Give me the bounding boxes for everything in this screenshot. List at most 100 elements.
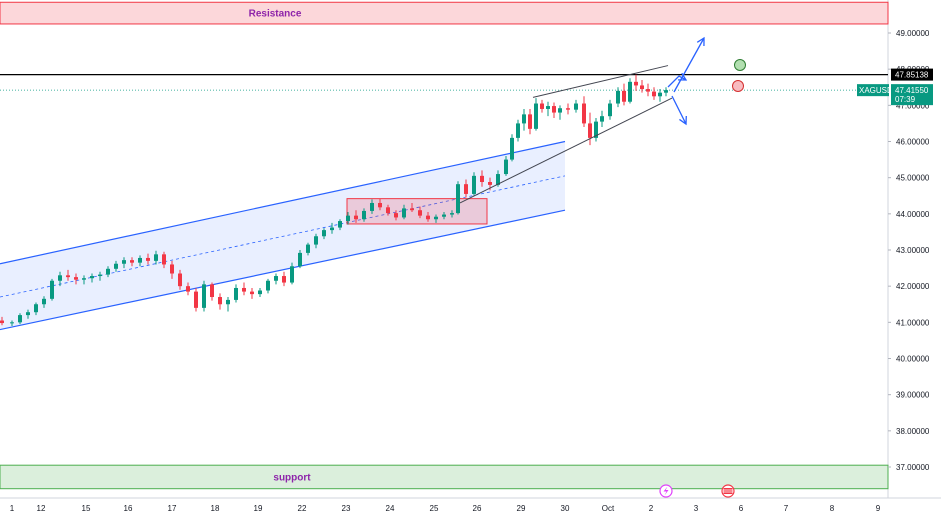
candle-body: [394, 213, 398, 218]
candle-body: [306, 244, 310, 253]
y-tick-label: 42.00000: [896, 282, 930, 291]
breakout-arrow-up[interactable]: [673, 36, 705, 93]
candle-body: [378, 202, 382, 208]
x-tick-label: 6: [739, 504, 744, 513]
x-tick-label: 18: [211, 504, 220, 513]
channel-upper-line[interactable]: [0, 140, 566, 265]
y-tick-label: 39.00000: [896, 391, 930, 400]
x-tick-label: 30: [561, 504, 570, 513]
candle-body: [146, 257, 150, 261]
breakout-arrow-up-path: [673, 37, 705, 93]
candle-body: [314, 236, 318, 245]
resistance-zone[interactable]: [0, 1, 889, 25]
candle-body: [50, 280, 54, 299]
current-price-badge[interactable]: [891, 84, 933, 106]
candle-body: [322, 230, 326, 237]
event-flag-icon[interactable]: [721, 484, 735, 498]
x-tick-label: 19: [254, 504, 263, 513]
candle-body: [516, 123, 520, 138]
x-tick-label: 16: [124, 504, 133, 513]
candle-body: [386, 207, 390, 214]
level-price-label: 47.85138: [895, 71, 929, 80]
x-tick-label: 25: [430, 504, 439, 513]
channel-lower-line[interactable]: [0, 209, 566, 331]
candle-body: [226, 299, 230, 305]
candle-body: [426, 215, 430, 220]
consolidation-box[interactable]: [346, 198, 488, 225]
candle-body: [480, 175, 484, 183]
candle-body: [652, 91, 656, 97]
time-axis[interactable]: 1 12 15 16 17 18 19 22 23 24 25 26 29 30 Oct 2 3 6 7 8 9: [10, 504, 881, 513]
target-up-marker[interactable]: [734, 59, 746, 71]
event-lightning-icon[interactable]: [659, 484, 673, 498]
x-tick-label: 2: [649, 504, 654, 513]
x-tick-label: Oct: [602, 504, 615, 513]
candle-body: [66, 275, 70, 278]
resistance-label: Resistance: [249, 9, 302, 20]
candle-body: [640, 85, 644, 90]
candle-body: [130, 260, 134, 263]
candle-body: [346, 215, 350, 222]
channel-fill: [0, 141, 565, 330]
breakdown-arrow[interactable]: [671, 95, 687, 126]
event-lightning-glyph: [663, 486, 669, 496]
candle-body: [634, 81, 638, 86]
countdown-label: 07:39: [895, 95, 916, 104]
candle-body: [664, 90, 668, 93]
drawings-layer: Resistance support: [0, 1, 889, 490]
breakdown-arrow-head: [679, 115, 687, 126]
x-tick-label: 8: [830, 504, 835, 513]
channel-midline[interactable]: [0, 175, 566, 298]
candle-body: [658, 92, 662, 97]
y-tick-label: 49.00000: [896, 29, 930, 38]
candle-body: [616, 90, 620, 104]
candle-body: [534, 103, 538, 129]
price-axis[interactable]: 49.0000048.0000047.0000046.0000045.00000…: [857, 29, 933, 472]
candle-body: [622, 90, 626, 102]
candle-body: [18, 315, 22, 323]
x-tick-label: 9: [876, 504, 881, 513]
candle-body: [522, 114, 526, 124]
y-tick-label: 45.00000: [896, 174, 930, 183]
target-down-marker[interactable]: [732, 80, 744, 92]
y-tick-label: 41.00000: [896, 318, 930, 327]
candle-body: [608, 103, 612, 117]
y-tick-label: 44.00000: [896, 210, 930, 219]
x-tick-label: 29: [517, 504, 526, 513]
x-tick-label: 12: [37, 504, 46, 513]
x-tick-label: 26: [473, 504, 482, 513]
candle-body: [170, 264, 174, 274]
support-zone[interactable]: [0, 464, 889, 490]
wedge-upper-line[interactable]: [532, 65, 669, 98]
candle-body: [186, 286, 190, 292]
x-tick-label: 24: [386, 504, 395, 513]
candle-body: [450, 213, 454, 215]
candle-body: [274, 276, 278, 281]
symbol-badge[interactable]: [857, 84, 889, 97]
candles-layer: [0, 74, 668, 326]
breakout-arrow-up-head: [696, 36, 705, 47]
candle-body: [456, 184, 460, 214]
candle-body: [488, 182, 492, 185]
candle-body: [298, 252, 302, 267]
breakdown-arrow-path: [671, 95, 687, 125]
candle-body: [258, 290, 262, 295]
wedge-lower-line[interactable]: [459, 97, 673, 204]
candle-body: [588, 123, 592, 138]
candle-body: [42, 298, 46, 305]
candle-body: [74, 277, 78, 280]
y-tick-label: 47.00000: [896, 101, 930, 110]
x-tick-label: 15: [82, 504, 91, 513]
candle-body: [566, 108, 570, 110]
candle-body: [138, 257, 142, 263]
level-price-badge[interactable]: [891, 68, 933, 81]
candle-body: [600, 116, 604, 122]
candle-body: [552, 106, 556, 113]
candle-body: [442, 214, 446, 217]
candle-body: [338, 221, 342, 228]
y-tick-label: 46.00000: [896, 138, 930, 147]
support-label: support: [273, 472, 311, 483]
current-price-label: 47.41550: [895, 86, 929, 95]
candle-body: [218, 297, 222, 305]
